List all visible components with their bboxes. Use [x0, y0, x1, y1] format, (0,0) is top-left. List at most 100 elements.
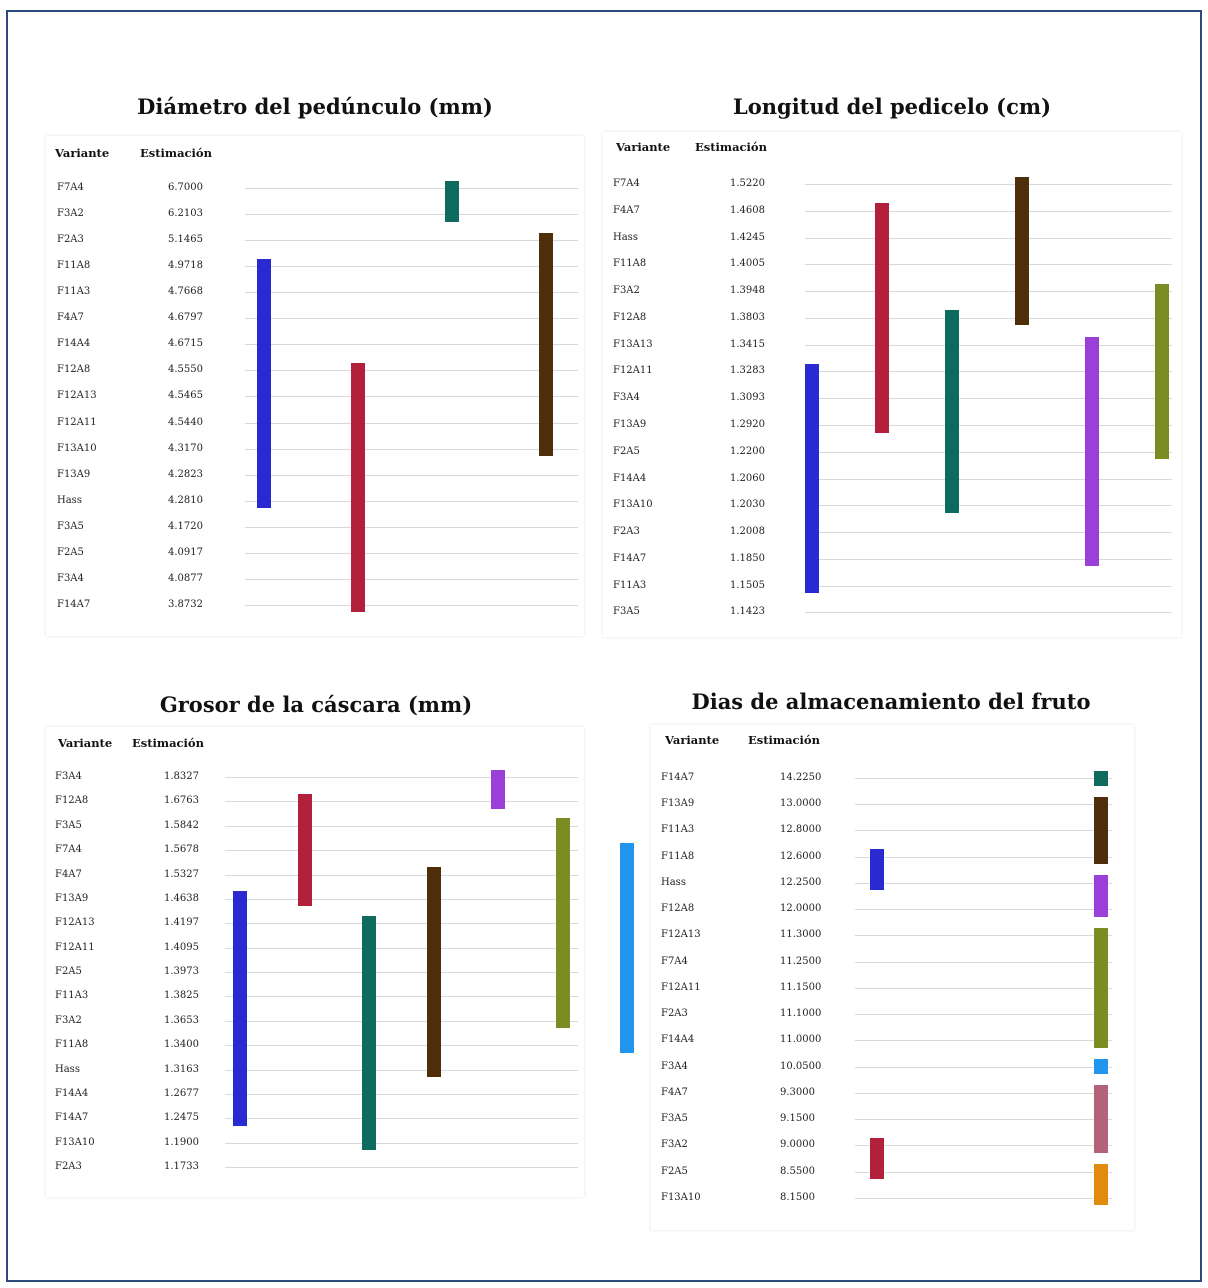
grouping-bar	[870, 1137, 884, 1180]
row-variant-label: F11A3	[613, 579, 647, 591]
row-gridline	[855, 778, 1112, 779]
row-variant-label: F12A13	[55, 917, 95, 929]
row-gridline	[855, 987, 1112, 989]
row-gridline	[805, 291, 1172, 293]
row-estimate-value: 12.8000	[780, 824, 822, 836]
row-estimate-value: 4.3170	[168, 442, 203, 454]
row-variant-label: F14A7	[57, 598, 91, 610]
row-variant-label: F7A4	[661, 955, 688, 967]
row-estimate-value: 1.5220	[730, 178, 765, 189]
row-variant-label: F2A5	[661, 1165, 688, 1177]
row-estimate-value: 1.4638	[164, 892, 199, 904]
row-variant-label: F12A8	[57, 364, 91, 376]
row-estimate-value: 1.3415	[730, 338, 765, 350]
grouping-bar	[1094, 875, 1108, 917]
chart-title: Diámetro del pedúnculo (mm)	[137, 94, 493, 119]
row-gridline	[805, 398, 1172, 400]
row-gridline	[805, 264, 1172, 266]
row-variant-label: F2A5	[613, 445, 640, 457]
row-gridline	[805, 184, 1172, 185]
row-variant-label: F11A8	[613, 258, 647, 270]
row-gridline	[805, 451, 1172, 453]
row-variant-label: F7A4	[57, 182, 84, 193]
row-gridline	[225, 874, 578, 876]
row-gridline	[225, 1093, 578, 1095]
grouping-bar	[362, 915, 376, 1151]
row-estimate-value: 1.2030	[730, 499, 765, 511]
row-estimate-value: 11.3000	[780, 929, 822, 941]
grouping-bar	[945, 310, 959, 513]
grouping-bar	[351, 362, 365, 613]
row-gridline	[855, 830, 1112, 832]
row-estimate-value: 1.6763	[164, 795, 199, 807]
row-variant-label: F12A11	[55, 941, 95, 953]
grouping-bar	[1085, 337, 1099, 567]
row-estimate-value: 4.5465	[168, 390, 203, 402]
row-estimate-value: 10.0500	[780, 1060, 822, 1072]
row-variant-label: F2A3	[613, 526, 640, 538]
row-variant-label: F13A10	[55, 1136, 95, 1148]
row-gridline	[225, 1069, 578, 1071]
row-estimate-value: 11.1000	[780, 1008, 822, 1020]
chart-title: Grosor de la cáscara (mm)	[159, 692, 473, 717]
column-header-variant: Variante	[616, 140, 671, 154]
row-gridline	[245, 240, 578, 242]
row-gridline	[855, 935, 1112, 937]
row-variant-label: F12A11	[613, 365, 653, 377]
row-variant-label: F3A5	[57, 520, 84, 532]
row-estimate-value: 1.3973	[164, 966, 199, 978]
row-gridline	[225, 850, 578, 852]
grouping-bar	[1094, 927, 1108, 1048]
row-estimate-value: 1.3803	[730, 311, 765, 323]
grouping-bar	[1155, 283, 1169, 460]
row-gridline	[245, 552, 578, 554]
row-variant-label: F14A4	[661, 1034, 695, 1046]
grouping-bar	[233, 891, 247, 1126]
row-variant-label: F4A7	[57, 312, 84, 324]
row-gridline	[245, 604, 578, 606]
row-variant-label: F13A9	[613, 419, 647, 431]
row-gridline	[225, 1167, 578, 1169]
row-estimate-value: 1.2060	[730, 472, 765, 484]
grouping-bar	[1094, 796, 1108, 865]
row-variant-label: F14A4	[613, 472, 647, 484]
row-estimate-value: 1.3400	[164, 1039, 199, 1051]
row-variant-label: F7A4	[613, 178, 640, 189]
row-variant-label: F14A7	[55, 1112, 89, 1124]
row-estimate-value: 4.1720	[168, 520, 203, 532]
row-variant-label: F2A5	[55, 966, 82, 978]
row-estimate-value: 1.1900	[164, 1136, 199, 1148]
row-estimate-value: 1.4608	[730, 204, 765, 216]
row-estimate-value: 1.4005	[730, 258, 765, 270]
row-gridline	[805, 237, 1172, 239]
figure-frame	[6, 10, 1202, 1282]
row-variant-label: Hass	[613, 231, 638, 243]
row-gridline	[805, 532, 1172, 534]
row-estimate-value: 1.8327	[164, 771, 199, 782]
grouping-bar	[491, 769, 505, 809]
row-gridline	[855, 1092, 1112, 1094]
row-gridline	[855, 1171, 1112, 1173]
row-gridline	[805, 585, 1172, 587]
row-estimate-value: 4.6797	[168, 312, 203, 324]
row-variant-label: F13A10	[613, 499, 653, 511]
row-variant-label: F3A2	[613, 285, 640, 297]
row-gridline	[855, 882, 1112, 884]
row-estimate-value: 5.1465	[168, 234, 203, 246]
row-variant-label: F3A2	[57, 208, 84, 220]
row-variant-label: Hass	[55, 1063, 80, 1075]
row-estimate-value: 1.1505	[730, 579, 765, 591]
row-variant-label: Hass	[57, 494, 82, 506]
row-gridline	[855, 1014, 1112, 1016]
table-card	[603, 132, 1181, 637]
chart-title: Dias de almacenamiento del fruto	[691, 689, 1091, 714]
row-variant-label: F13A13	[613, 338, 653, 350]
grouping-bar	[555, 818, 570, 1029]
row-estimate-value: 1.2920	[730, 419, 765, 431]
row-estimate-value: 9.0000	[780, 1139, 815, 1151]
row-variant-label: F4A7	[661, 1086, 688, 1098]
row-estimate-value: 1.1423	[730, 606, 765, 618]
row-variant-label: F12A8	[661, 903, 695, 915]
row-estimate-value: 1.5842	[164, 819, 199, 831]
row-gridline	[805, 505, 1172, 507]
